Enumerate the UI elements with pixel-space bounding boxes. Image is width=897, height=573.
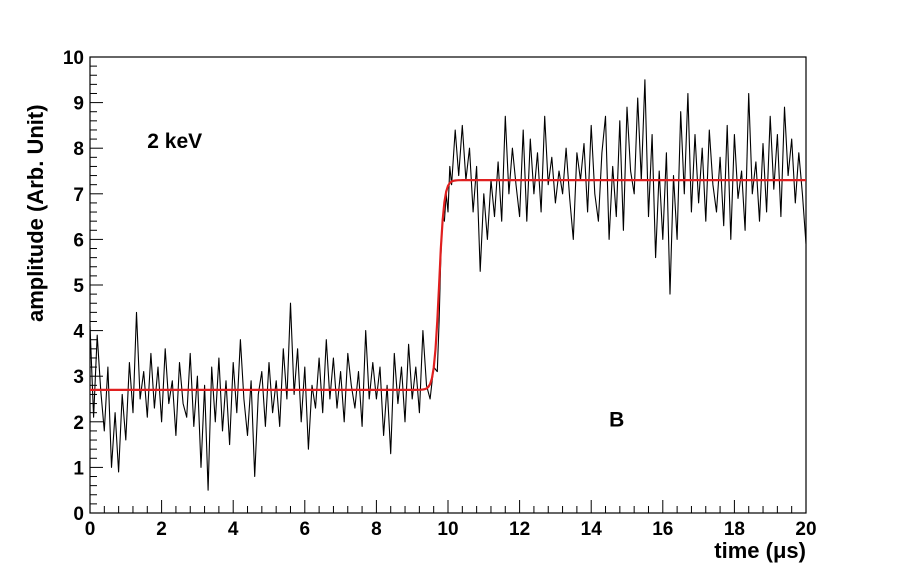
x-tick-label: 12 — [509, 519, 530, 540]
x-tick-label: 14 — [581, 519, 603, 540]
plot-frame — [89, 56, 807, 514]
axis-ticks — [89, 56, 807, 514]
y-tick-label: 5 — [73, 276, 84, 297]
annotation-label: 2 keV — [147, 130, 202, 153]
x-tick-label: 10 — [437, 519, 458, 540]
x-tick-label: 6 — [300, 519, 311, 540]
y-tick-label: 7 — [73, 185, 84, 206]
y-axis-title: amplitude (Arb. Unit) — [23, 104, 48, 322]
x-tick-label: 20 — [795, 519, 816, 540]
x-tick-label: 18 — [724, 519, 745, 540]
x-tick-label: 8 — [371, 519, 382, 540]
annotation-label: B — [609, 408, 624, 431]
fit-curve — [90, 179, 806, 391]
y-tick-label: 3 — [73, 367, 84, 388]
y-tick-label: 1 — [73, 458, 84, 479]
y-tick-label: 4 — [73, 322, 84, 343]
y-tick-label: 2 — [73, 413, 84, 434]
y-tick-label: 9 — [73, 94, 84, 115]
x-tick-label: 16 — [652, 519, 673, 540]
data-lines — [89, 79, 807, 491]
x-tick-label: 4 — [228, 519, 239, 540]
x-tick-label: 2 — [156, 519, 167, 540]
x-tick-label: 0 — [85, 519, 96, 540]
y-tick-label: 0 — [73, 504, 84, 525]
y-tick-label: 8 — [73, 139, 84, 160]
x-axis-title: time (μs) — [714, 538, 806, 563]
y-tick-label: 6 — [73, 230, 84, 251]
annotations: 2 keV B — [147, 130, 624, 431]
y-tick-label: 10 — [63, 48, 84, 69]
